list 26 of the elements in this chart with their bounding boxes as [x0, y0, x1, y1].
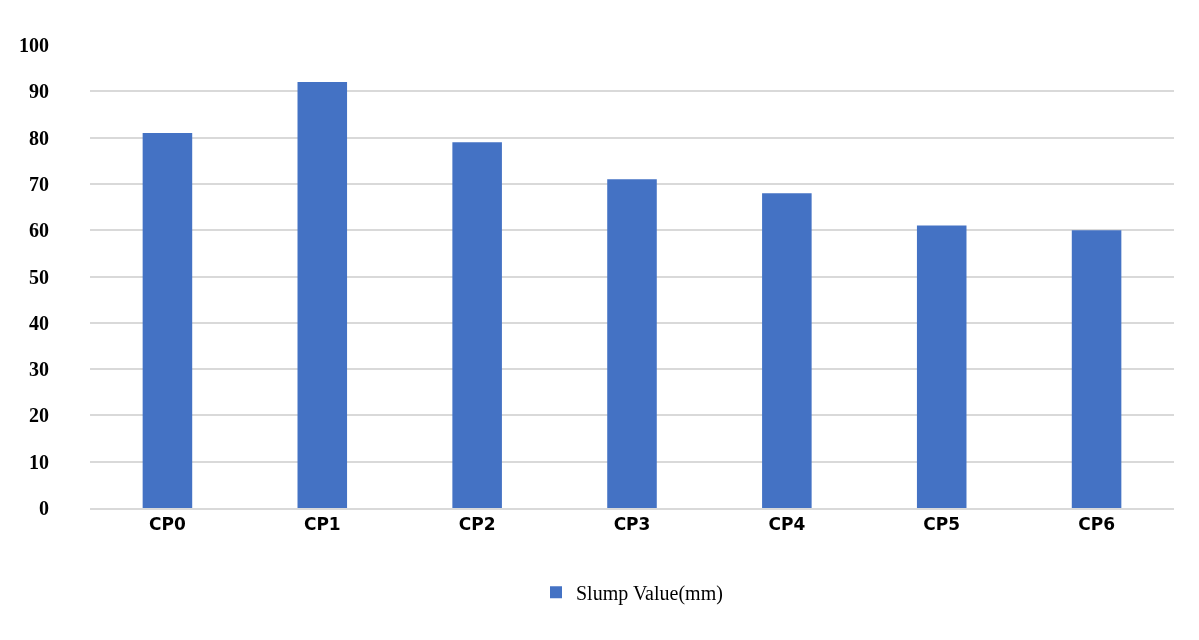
y-tick-label: 100 [19, 34, 49, 56]
y-tick-label: 30 [29, 358, 49, 381]
x-tick-label: CP3 [613, 514, 651, 535]
y-tick-label: 50 [29, 265, 49, 288]
y-tick-label: 10 [29, 450, 49, 473]
bar [452, 142, 502, 508]
y-tick-label: 90 [29, 80, 49, 103]
y-tick-label: 70 [29, 172, 49, 195]
bar [297, 82, 348, 508]
x-tick-label: CP0 [149, 514, 186, 535]
x-tick-label: CP1 [303, 514, 341, 535]
bar [762, 193, 812, 508]
y-tick-label: 40 [29, 311, 49, 334]
x-tick-label: CP4 [768, 514, 806, 535]
y-tick-label: 0 [39, 497, 49, 519]
bar [607, 179, 657, 508]
bar [1071, 230, 1122, 508]
bar [142, 132, 193, 508]
y-tick-label: 60 [29, 219, 49, 242]
bar [916, 225, 967, 508]
legend-label: Slump Value(mm) [576, 582, 723, 606]
y-tick-label: 80 [29, 126, 49, 149]
y-tick-label: 20 [29, 404, 49, 427]
x-tick-label: CP2 [458, 514, 496, 535]
x-tick-label: CP6 [1078, 514, 1115, 535]
x-tick-label: CP5 [923, 514, 961, 535]
